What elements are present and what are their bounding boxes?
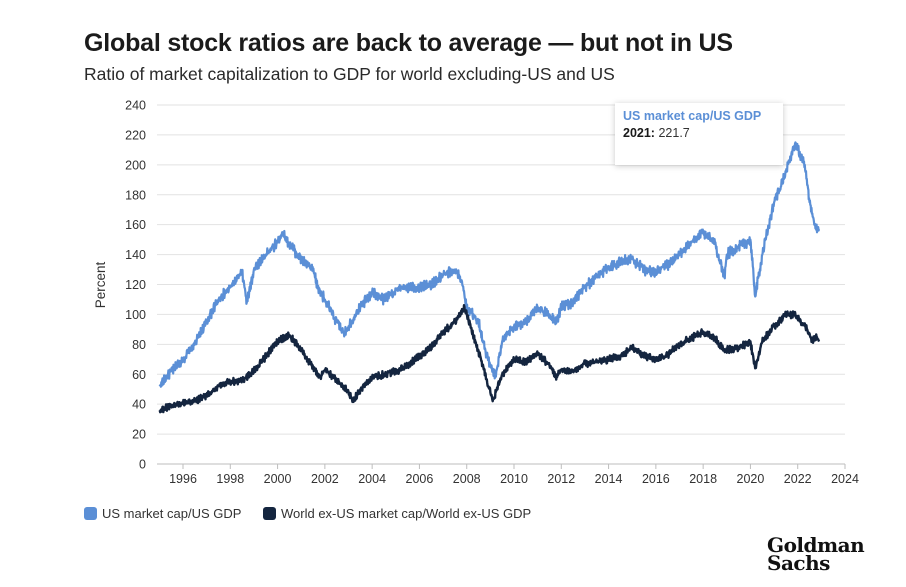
legend-swatch-us bbox=[84, 507, 97, 520]
data-tooltip: US market cap/US GDP 2021: 221.7 bbox=[615, 103, 783, 165]
tooltip-year: 2021: bbox=[623, 126, 655, 140]
series-line-us[interactable] bbox=[158, 141, 821, 388]
series-lines bbox=[158, 141, 821, 414]
x-tick-label: 2008 bbox=[453, 472, 481, 486]
chart-title: Global stock ratios are back to average … bbox=[84, 29, 733, 57]
x-tick-label: 1998 bbox=[216, 472, 244, 486]
y-tick-label: 180 bbox=[125, 188, 146, 202]
y-tick-label: 0 bbox=[139, 458, 146, 472]
x-tick-label: 2010 bbox=[500, 472, 528, 486]
y-tick-label: 80 bbox=[132, 338, 146, 352]
x-tick-label: 2022 bbox=[784, 472, 812, 486]
legend-label-us: US market cap/US GDP bbox=[102, 506, 242, 521]
y-tick-label: 140 bbox=[125, 248, 146, 262]
y-tick-label: 60 bbox=[132, 368, 146, 382]
legend-item-world[interactable]: World ex-US market cap/World ex-US GDP bbox=[263, 506, 531, 521]
x-tick-label: 2004 bbox=[358, 472, 386, 486]
x-tick-label: 2018 bbox=[689, 472, 717, 486]
x-axis-ticks: 1996 1998 2000 2002 2004 2006 2008 2010 2012 2014… bbox=[169, 464, 859, 486]
y-tick-label: 240 bbox=[125, 99, 146, 113]
x-tick-label: 1996 bbox=[169, 472, 197, 486]
legend-swatch-world bbox=[263, 507, 276, 520]
y-tick-label: 160 bbox=[125, 218, 146, 232]
x-tick-label: 2002 bbox=[311, 472, 339, 486]
x-tick-label: 2014 bbox=[595, 472, 623, 486]
legend-label-world: World ex-US market cap/World ex-US GDP bbox=[281, 506, 532, 521]
tooltip-value: 221.7 bbox=[658, 126, 690, 140]
tooltip-series-name: US market cap/US GDP bbox=[623, 109, 762, 123]
y-tick-label: 120 bbox=[125, 278, 146, 292]
x-tick-label: 2024 bbox=[831, 472, 859, 486]
legend-item-us[interactable]: US market cap/US GDP bbox=[84, 506, 241, 521]
y-tick-label: 100 bbox=[125, 308, 146, 322]
x-tick-label: 2020 bbox=[737, 472, 765, 486]
y-axis-label: Percent bbox=[93, 261, 108, 308]
y-tick-label: 220 bbox=[125, 128, 146, 142]
goldman-sachs-logo: Goldman Sachs bbox=[767, 533, 865, 575]
series-line-world[interactable] bbox=[158, 304, 821, 414]
chart-subtitle: Ratio of market capitalization to GDP fo… bbox=[84, 64, 615, 84]
y-axis-ticks: 0 20 40 60 80 100 120 140 160 180 200 220 240 bbox=[125, 99, 146, 472]
x-tick-label: 2016 bbox=[642, 472, 670, 486]
y-tick-label: 200 bbox=[125, 158, 146, 172]
x-tick-label: 2006 bbox=[406, 472, 434, 486]
y-tick-label: 20 bbox=[132, 428, 146, 442]
y-tick-label: 40 bbox=[132, 398, 146, 412]
x-tick-label: 2012 bbox=[547, 472, 575, 486]
tooltip-value-row: 2021: 221.7 bbox=[623, 126, 775, 140]
x-tick-label: 2000 bbox=[264, 472, 292, 486]
